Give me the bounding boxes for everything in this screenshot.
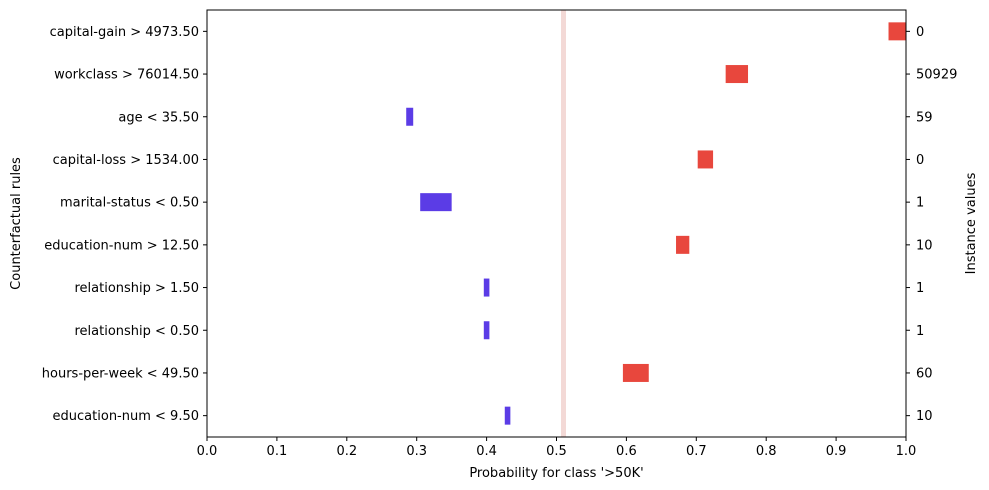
category-label: age < 35.50	[118, 110, 199, 125]
x-axis-title: Probability for class '>50K'	[469, 466, 643, 481]
x-tick-label: 0.5	[546, 444, 567, 459]
interval-bar	[622, 363, 649, 382]
x-tick-label: 0.7	[686, 444, 707, 459]
x-tick-label: 0.6	[616, 444, 637, 459]
threshold-line	[560, 10, 566, 437]
instance-value-label: 1	[916, 324, 924, 339]
x-tick-label: 0.1	[267, 444, 288, 459]
instance-value-label: 59	[916, 110, 933, 125]
interval-bar	[676, 235, 690, 254]
category-label: hours-per-week < 49.50	[42, 366, 199, 381]
x-tick-label: 0.2	[336, 444, 357, 459]
category-label: workclass > 76014.50	[54, 68, 199, 83]
instance-value-label: 0	[916, 25, 924, 40]
x-tick-label: 0.3	[406, 444, 427, 459]
right-axis-title: Instance values	[964, 172, 979, 274]
interval-bar	[420, 193, 452, 212]
instance-value-label: 1	[916, 281, 924, 296]
category-label: education-num > 12.50	[44, 238, 199, 253]
instance-value-label: 50929	[916, 68, 957, 83]
instance-value-label: 10	[916, 238, 933, 253]
category-label: capital-gain > 4973.50	[50, 25, 199, 40]
category-label: education-num < 9.50	[53, 409, 199, 424]
category-label: relationship < 0.50	[74, 324, 199, 339]
category-label: marital-status < 0.50	[60, 196, 199, 211]
x-tick-label: 0.4	[476, 444, 497, 459]
interval-bar	[483, 321, 490, 340]
interval-bar	[725, 65, 749, 84]
category-label: capital-loss > 1534.00	[53, 153, 199, 168]
interval-bar	[406, 107, 414, 126]
interval-bar	[483, 278, 490, 297]
instance-value-label: 60	[916, 366, 933, 381]
instance-value-label: 10	[916, 409, 933, 424]
interval-bar	[888, 22, 906, 41]
y-axis-title: Counterfactual rules	[9, 157, 24, 290]
x-tick-label: 1.0	[896, 444, 917, 459]
category-label: relationship > 1.50	[74, 281, 199, 296]
instance-value-label: 0	[916, 153, 924, 168]
x-tick-label: 0.9	[826, 444, 847, 459]
x-tick-label: 0.8	[756, 444, 777, 459]
interval-bar	[697, 150, 714, 169]
instance-value-label: 1	[916, 196, 924, 211]
x-tick-label: 0.0	[197, 444, 218, 459]
interval-bar	[504, 406, 511, 425]
